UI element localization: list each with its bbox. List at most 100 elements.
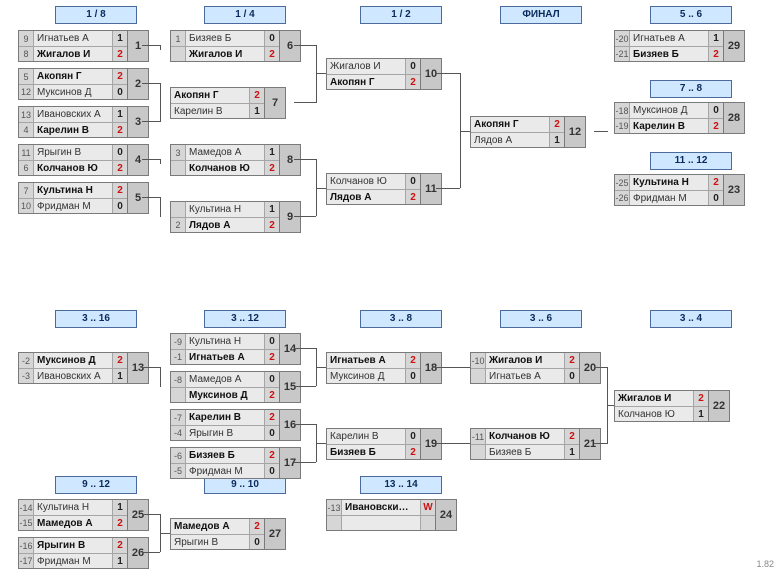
connector-line <box>607 405 614 406</box>
score: 2 <box>265 160 279 175</box>
round-header: 3 .. 6 <box>500 310 582 328</box>
match-number: 14 <box>279 334 300 364</box>
round-header: 3 .. 4 <box>650 310 732 328</box>
score: 2 <box>265 387 279 402</box>
player-name: Мамедов А <box>186 372 265 387</box>
seed <box>471 368 486 383</box>
match-6: 1Бизяев Б0Жигалов И26 <box>170 30 301 62</box>
player-name: Колчанов Ю <box>186 160 265 175</box>
match-number: 10 <box>420 59 441 89</box>
score: 1 <box>550 132 564 147</box>
score: 2 <box>565 429 579 444</box>
player-name: Мамедов А <box>186 145 265 160</box>
seed: 11 <box>19 145 34 160</box>
match-22: Жигалов И2Колчанов Ю122 <box>614 390 730 422</box>
seed: -18 <box>615 103 630 118</box>
player-name: Колчанов Ю <box>34 160 113 175</box>
player-name: Игнатьев А <box>186 349 265 364</box>
player-name: Бизяев Б <box>486 444 565 459</box>
score: 1 <box>265 145 279 160</box>
match-number: 8 <box>279 145 300 175</box>
score: 2 <box>709 175 723 190</box>
seed: -17 <box>19 553 34 568</box>
round-header: 1 / 2 <box>360 6 442 24</box>
match-number: 9 <box>279 202 300 232</box>
connector-line <box>160 533 161 552</box>
match-number: 3 <box>127 107 148 137</box>
score: 2 <box>250 88 264 103</box>
connector-line <box>142 159 160 160</box>
seed: -9 <box>171 334 186 349</box>
connector-line <box>316 188 326 189</box>
round-header: 3 .. 16 <box>55 310 137 328</box>
match-26: -16Ярыгин В2-17Фридман М126 <box>18 537 149 569</box>
connector-line <box>316 443 317 462</box>
player-name: Бизяев Б <box>630 46 709 61</box>
match-16: -7Карелин В2-4Ярыгин В016 <box>170 409 301 441</box>
score: 2 <box>113 69 127 84</box>
connector-line <box>316 73 326 74</box>
player-name: Культина Н <box>34 183 113 198</box>
score: 1 <box>113 31 127 46</box>
seed <box>171 46 186 61</box>
match-21: -11Колчанов Ю2Бизяев Б121 <box>470 428 601 460</box>
player-name: Жигалов И <box>615 391 694 406</box>
score: 2 <box>265 349 279 364</box>
score: 2 <box>550 117 564 132</box>
player-name: Ярыгин В <box>186 425 265 440</box>
match-2: 5Акопян Г212Муксинов Д02 <box>18 68 149 100</box>
match-number: 1 <box>127 31 148 61</box>
connector-line <box>294 386 316 387</box>
match-18: Игнатьев А2Муксинов Д018 <box>326 352 442 384</box>
score: 2 <box>265 46 279 61</box>
score: 2 <box>265 448 279 463</box>
connector-line <box>316 188 317 216</box>
score: 2 <box>265 410 279 425</box>
player-name: Культина Н <box>186 202 265 217</box>
seed: 12 <box>19 84 34 99</box>
match-number: 13 <box>127 353 148 383</box>
seed: 7 <box>19 183 34 198</box>
connector-line <box>460 131 470 132</box>
match-number: 22 <box>708 391 729 421</box>
player-name: Муксинов Д <box>186 387 265 402</box>
player-name: Ярыгин В <box>171 534 250 549</box>
match-number: 21 <box>579 429 600 459</box>
score: 2 <box>113 515 127 530</box>
score: 2 <box>113 160 127 175</box>
player-name: Бизяев Б <box>186 448 265 463</box>
connector-line <box>316 348 317 367</box>
match-number: 5 <box>127 183 148 213</box>
seed: -15 <box>19 515 34 530</box>
seed: -1 <box>171 349 186 364</box>
score: 1 <box>565 444 579 459</box>
connector-line <box>316 45 317 73</box>
round-header: 3 .. 8 <box>360 310 442 328</box>
connector-line <box>436 188 460 189</box>
match-4: 11Ярыгин В06Колчанов Ю24 <box>18 144 149 176</box>
score: 0 <box>406 429 420 444</box>
player-name: Жигалов И <box>34 46 113 61</box>
match-number: 2 <box>127 69 148 99</box>
seed: -20 <box>615 31 630 46</box>
match-number: 15 <box>279 372 300 402</box>
score: 0 <box>709 190 723 205</box>
score: 0 <box>709 103 723 118</box>
seed <box>327 515 342 530</box>
round-header: 9 .. 12 <box>55 476 137 494</box>
match-1: 9Игнатьев А18Жигалов И21 <box>18 30 149 62</box>
match-number: 19 <box>420 429 441 459</box>
seed: 9 <box>19 31 34 46</box>
score: 1 <box>113 368 127 383</box>
player-name: Акопян Г <box>471 117 550 132</box>
seed <box>171 160 186 175</box>
seed: -6 <box>171 448 186 463</box>
connector-line <box>316 443 326 444</box>
connector-line <box>160 159 161 164</box>
score: 2 <box>113 46 127 61</box>
connector-line <box>460 73 461 131</box>
player-name: Муксинов Д <box>630 103 709 118</box>
connector-line <box>294 159 316 160</box>
score: 0 <box>113 84 127 99</box>
player-name: Карелин В <box>171 103 250 118</box>
